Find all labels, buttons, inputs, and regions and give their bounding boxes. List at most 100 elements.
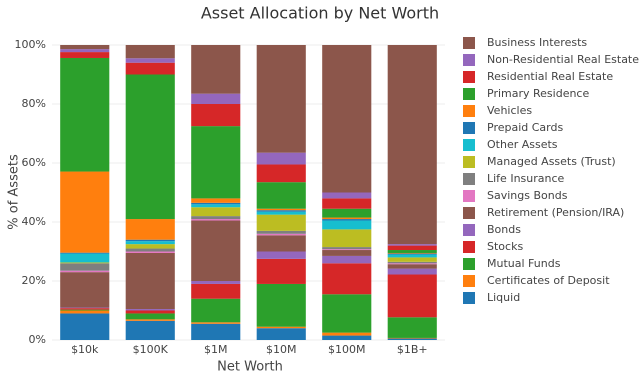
legend-swatch <box>463 54 475 66</box>
legend-swatch <box>463 122 475 134</box>
y-tick-label: 60% <box>22 156 46 169</box>
legend-swatch <box>463 105 475 117</box>
bar-segment <box>125 244 175 249</box>
bar-segment <box>60 45 110 50</box>
bar-segment <box>256 211 306 215</box>
bar-segment <box>60 308 110 310</box>
bar-segment <box>60 310 110 314</box>
bar-segment <box>322 229 372 248</box>
y-tick-label: 0% <box>29 333 46 346</box>
x-tick-label: $10M <box>266 343 297 356</box>
bar-segment <box>60 313 110 340</box>
bar-segment <box>125 219 175 240</box>
legend-swatch <box>463 258 475 270</box>
bar-segment <box>60 263 110 271</box>
bar-segment <box>387 250 437 253</box>
bar-segment <box>256 251 306 259</box>
bar-segment <box>387 264 437 269</box>
legend-label: Savings Bonds <box>487 189 568 202</box>
bar-segment <box>322 45 372 193</box>
bar-segment <box>256 283 306 327</box>
bar-segment <box>322 220 372 230</box>
bar-segment <box>256 258 306 284</box>
bar-segment <box>60 262 110 264</box>
bar-segment <box>191 207 241 217</box>
legend-label: Retirement (Pension/IRA) <box>487 206 624 219</box>
x-tick-label: $1B+ <box>397 343 428 356</box>
legend-swatch <box>463 292 475 304</box>
bar-segment <box>60 309 110 311</box>
bar-segment <box>256 210 306 212</box>
bar-segment <box>256 208 306 211</box>
bar-segment <box>322 219 372 221</box>
bar-segment <box>60 57 110 172</box>
bar-segment <box>387 261 437 264</box>
legend-swatch <box>463 156 475 168</box>
bar-segment <box>125 248 175 252</box>
x-tick-label: $1M <box>204 343 228 356</box>
bar-segment <box>191 45 241 94</box>
legend-label: Vehicles <box>487 104 532 117</box>
bar-segment <box>256 45 306 153</box>
bar-segment <box>322 192 372 199</box>
bar-segment <box>60 270 110 273</box>
bar-segment <box>387 253 437 255</box>
bar-segment <box>191 93 241 104</box>
bar-segment <box>256 152 306 165</box>
bar-segment <box>322 250 372 256</box>
legend-label: Life Insurance <box>487 172 565 185</box>
bar-segment <box>387 268 437 275</box>
bar-segment <box>191 104 241 127</box>
bar-segment <box>125 320 175 340</box>
bar-segment <box>125 309 175 311</box>
legend-swatch <box>463 37 475 49</box>
legend-label: Managed Assets (Trust) <box>487 155 616 168</box>
bar-segment <box>322 263 372 295</box>
bar-segment <box>387 257 437 262</box>
bar-segment <box>322 249 372 251</box>
legend-label: Other Assets <box>487 138 558 151</box>
bar-segment <box>387 337 437 339</box>
bar-segment <box>322 198 372 209</box>
bar-segment <box>191 219 241 221</box>
x-tick-label: $10k <box>71 343 99 356</box>
y-tick-label: 80% <box>22 97 46 110</box>
bar-segment <box>60 253 110 263</box>
bar-segment <box>387 45 437 245</box>
legend-swatch <box>463 71 475 83</box>
bar-segment <box>322 255 372 264</box>
legend-label: Mutual Funds <box>487 257 561 270</box>
bar-segment <box>256 235 306 252</box>
bar-segment <box>125 310 175 314</box>
bar-segment <box>322 217 372 220</box>
bar-segment <box>322 332 372 336</box>
bar-segment <box>191 298 241 323</box>
bar-segment <box>387 254 437 258</box>
legend-label: Business Interests <box>487 36 587 49</box>
legend-label: Non-Residential Real Estate <box>487 53 639 66</box>
bar-segment <box>387 245 437 251</box>
legend-swatch <box>463 173 475 185</box>
legend-label: Primary Residence <box>487 87 589 100</box>
bar-segment <box>256 326 306 329</box>
bar-segment <box>60 252 110 254</box>
bar-segment <box>256 182 306 209</box>
bar-segment <box>60 52 110 58</box>
bar-segment <box>322 335 372 340</box>
bar-segment <box>60 272 110 308</box>
bar-segment <box>322 247 372 250</box>
legend-swatch <box>463 139 475 151</box>
legend-swatch <box>463 241 475 253</box>
x-tick-label: $100K <box>133 343 169 356</box>
chart-title: Asset Allocation by Net Worth <box>201 4 439 23</box>
bar-segment <box>256 230 306 234</box>
legend-swatch <box>463 275 475 287</box>
bar-segment <box>125 241 175 245</box>
bar-segment <box>125 45 175 59</box>
bar-segment <box>125 239 175 242</box>
legend-label: Residential Real Estate <box>487 70 613 83</box>
bar-segment <box>322 294 372 333</box>
bar-segment <box>125 251 175 253</box>
bar-segment <box>191 198 241 203</box>
bar-segment <box>191 323 241 340</box>
